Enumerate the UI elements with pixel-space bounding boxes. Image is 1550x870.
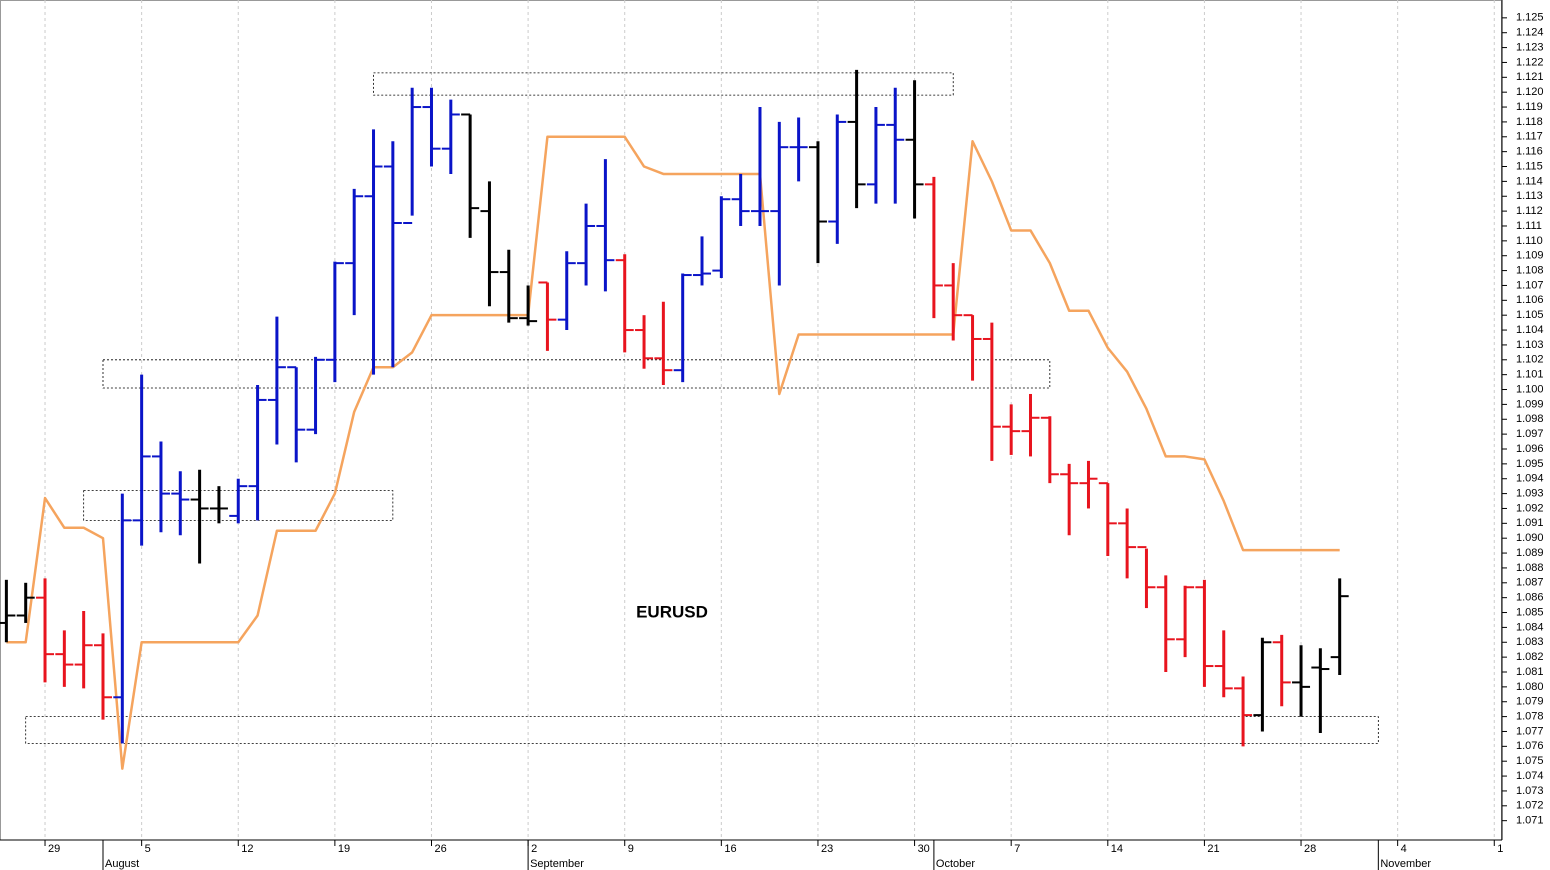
- x-tick-label: 28: [1304, 843, 1316, 855]
- y-tick-label: 1.101: [1516, 369, 1544, 381]
- y-tick-label: 1.072: [1516, 800, 1544, 812]
- y-tick-label: 1.097: [1516, 428, 1544, 440]
- y-tick-label: 1.090: [1516, 532, 1544, 544]
- y-tick-label: 1.073: [1516, 785, 1544, 797]
- x-tick-label: 30: [918, 843, 930, 855]
- range-box: [102, 359, 1051, 389]
- y-tick-label: 1.115: [1516, 160, 1543, 172]
- y-tick-label: 1.116: [1516, 146, 1543, 158]
- y-tick-label: 1.087: [1516, 577, 1544, 589]
- y-tick-label: 1.103: [1516, 339, 1544, 351]
- y-tick-label: 1.088: [1516, 562, 1544, 574]
- y-tick-label: 1.123: [1516, 41, 1544, 53]
- y-tick-label: 1.100: [1516, 383, 1544, 395]
- y-tick-label: 1.099: [1516, 398, 1544, 410]
- y-tick-label: 1.109: [1516, 250, 1544, 262]
- x-tick-label: 9: [628, 843, 634, 855]
- y-tick-label: 1.117: [1516, 131, 1543, 143]
- y-tick-label: 1.113: [1516, 190, 1543, 202]
- x-tick-label: 14: [1111, 843, 1123, 855]
- y-tick-label: 1.106: [1516, 294, 1544, 306]
- y-tick-label: 1.083: [1516, 636, 1544, 648]
- y-tick-label: 1.079: [1516, 696, 1544, 708]
- y-tick-label: 1.125: [1516, 12, 1544, 24]
- y-tick-label: 1.122: [1516, 56, 1544, 68]
- x-tick-label: 29: [48, 843, 60, 855]
- y-tick-label: 1.124: [1516, 27, 1544, 39]
- y-tick-label: 1.085: [1516, 606, 1544, 618]
- x-tick-label: 26: [434, 843, 446, 855]
- y-tick-label: 1.080: [1516, 681, 1544, 693]
- y-tick-label: 1.077: [1516, 725, 1544, 737]
- y-tick-label: 1.120: [1516, 86, 1544, 98]
- y-tick-label: 1.110: [1516, 235, 1543, 247]
- y-tick-label: 1.091: [1516, 517, 1544, 529]
- y-tick-label: 1.094: [1516, 473, 1544, 485]
- y-tick-label: 1.104: [1516, 324, 1544, 336]
- x-tick-label: 2: [531, 843, 537, 855]
- y-tick-label: 1.071: [1516, 815, 1544, 827]
- x-tick-label: 1: [1497, 843, 1503, 855]
- y-tick-label: 1.081: [1516, 666, 1544, 678]
- x-tick-label: 7: [1014, 843, 1020, 855]
- y-tick-label: 1.075: [1516, 755, 1544, 767]
- plot-frame: [0, 0, 1502, 841]
- x-tick-label: 19: [338, 843, 350, 855]
- x-tick-label: 5: [145, 843, 151, 855]
- y-tick-label: 1.111: [1516, 220, 1542, 232]
- y-tick-label: 1.107: [1516, 279, 1544, 291]
- y-tick-label: 1.105: [1516, 309, 1544, 321]
- x-tick-label: 21: [1207, 843, 1219, 855]
- y-tick-label: 1.084: [1516, 621, 1544, 633]
- range-box: [373, 72, 954, 96]
- x-tick-label: 12: [241, 843, 253, 855]
- y-tick-label: 1.112: [1516, 205, 1543, 217]
- y-tick-label: 1.108: [1516, 264, 1544, 276]
- y-tick-label: 1.121: [1516, 71, 1544, 83]
- y-tick-label: 1.095: [1516, 458, 1544, 470]
- month-label: September: [530, 858, 584, 870]
- x-tick-label: 23: [821, 843, 833, 855]
- y-tick-label: 1.093: [1516, 487, 1544, 499]
- y-tick-label: 1.082: [1516, 651, 1544, 663]
- y-tick-label: 1.118: [1516, 116, 1543, 128]
- y-tick-label: 1.092: [1516, 502, 1544, 514]
- y-tick-label: 1.114: [1516, 175, 1543, 187]
- x-tick-label: 4: [1401, 843, 1407, 855]
- y-tick-label: 1.076: [1516, 740, 1544, 752]
- y-tick-label: 1.089: [1516, 547, 1544, 559]
- y-tick-label: 1.098: [1516, 413, 1544, 425]
- month-label: November: [1380, 858, 1431, 870]
- x-tick-label: 16: [724, 843, 736, 855]
- month-label: August: [105, 858, 139, 870]
- overlay-line: [6, 135, 1340, 770]
- y-tick-label: 1.119: [1516, 101, 1543, 113]
- y-tick-label: 1.102: [1516, 354, 1544, 366]
- y-tick-label: 1.078: [1516, 711, 1544, 723]
- y-tick-label: 1.086: [1516, 592, 1544, 604]
- month-label: October: [936, 858, 975, 870]
- y-tick-label: 1.074: [1516, 770, 1544, 782]
- range-box: [25, 716, 1379, 744]
- symbol-label: EURUSD: [636, 602, 708, 621]
- y-tick-label: 1.096: [1516, 443, 1544, 455]
